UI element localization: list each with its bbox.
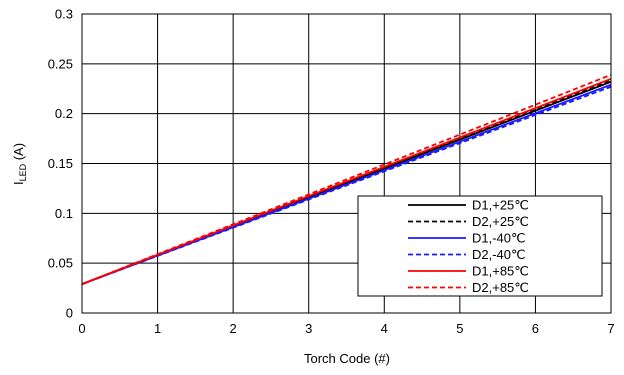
- y-axis-title-unit: (A): [11, 143, 26, 164]
- series-line-3: [81, 83, 612, 285]
- series-line-6: [81, 73, 612, 285]
- legend-label-6: D2,+85℃: [472, 280, 529, 295]
- legend-label-4: D2,-40℃: [472, 247, 526, 262]
- legend-label-3: D1,-40℃: [472, 231, 526, 246]
- series-lines: [81, 73, 612, 285]
- legend-label-1: D1,+25℃: [472, 198, 529, 213]
- y-tick-label: 0: [66, 306, 73, 321]
- x-tick-label: 1: [154, 321, 161, 336]
- y-tick-label: 0.25: [48, 56, 73, 71]
- x-axis-ticks: 0 1 2 3 4 5 6 7: [78, 321, 614, 336]
- y-tick-label: 0.15: [48, 156, 73, 171]
- legend: D1,+25℃D2,+25℃ D1,-40℃D2,-40℃ D1,+85℃D2,+8…: [357, 195, 603, 297]
- x-tick-label: 0: [78, 321, 85, 336]
- y-tick-label: 0.1: [55, 206, 73, 221]
- legend-label-5: D1,+85℃: [472, 264, 529, 279]
- x-tick-label: 7: [607, 321, 614, 336]
- x-axis-title: Torch Code (#): [304, 351, 390, 366]
- y-axis-ticks: 0 0.05 0.1 0.15 0.2 0.25 0.3: [48, 7, 73, 321]
- plot-area-frame: [81, 13, 612, 314]
- y-tick-label: 0.3: [55, 7, 73, 22]
- x-tick-label: 5: [456, 321, 463, 336]
- x-tick-label: 6: [532, 321, 539, 336]
- legend-label-2: D2,+25℃: [472, 214, 529, 229]
- y-tick-label: 0.05: [48, 256, 73, 271]
- x-tick-label: 2: [230, 321, 237, 336]
- series-line-4: [81, 85, 612, 285]
- y-axis-title-main: I: [11, 181, 26, 185]
- y-axis-title-subscript: LED: [18, 163, 28, 181]
- y-tick-label: 0.2: [55, 106, 73, 121]
- legend-box: [357, 195, 603, 297]
- y-axis-title: ILED (A): [11, 143, 28, 185]
- x-tick-label: 4: [381, 321, 388, 336]
- x-tick-label: 3: [305, 321, 312, 336]
- series-line-5: [81, 77, 612, 285]
